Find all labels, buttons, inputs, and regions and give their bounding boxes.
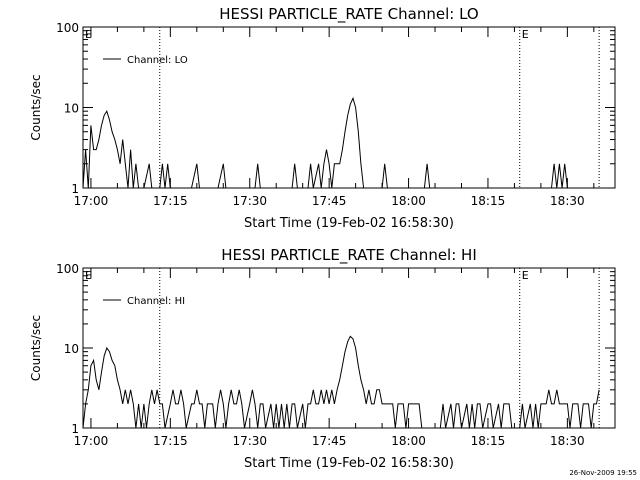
series-line-channel-hi: [82, 335, 600, 429]
x-axis-label: Start Time (19-Feb-02 16:58:30): [244, 456, 454, 471]
event-marker-label: E: [522, 269, 529, 282]
y-tick-label: 1: [71, 182, 79, 196]
y-tick-label: 1: [71, 422, 79, 436]
x-tick-label: 18:00: [391, 194, 426, 208]
start-marker-label: E: [85, 28, 92, 41]
y-tick-label: 100: [56, 262, 79, 276]
x-axis-label: Start Time (19-Feb-02 16:58:30): [244, 216, 454, 231]
x-tick-label: 17:45: [312, 194, 347, 208]
lo-channel-panel: HESSI PARTICLE_RATE Channel: LO Counts/se…: [29, 5, 616, 231]
x-tick-label: 17:30: [232, 194, 267, 208]
chart-title: HESSI PARTICLE_RATE Channel: LO: [219, 5, 478, 24]
y-axis-label: Counts/sec: [29, 315, 43, 381]
x-tick-label: 18:00: [391, 434, 426, 448]
chart-title: HESSI PARTICLE_RATE Channel: HI: [221, 246, 477, 265]
hi-channel-panel: HESSI PARTICLE_RATE Channel: HI Counts/se…: [29, 246, 616, 471]
x-tick-label: 17:30: [232, 434, 267, 448]
start-marker-label: E: [85, 269, 92, 282]
series-line-channel-lo: [82, 96, 568, 189]
footer-timestamp: 26-Nov-2009 19:55: [569, 469, 637, 477]
legend-entry: Channel: LO: [127, 55, 188, 66]
x-tick-label: 17:15: [153, 194, 188, 208]
y-tick-label: 10: [64, 102, 79, 116]
y-tick-label: 10: [64, 342, 79, 356]
x-tick-label: 18:15: [471, 434, 506, 448]
event-marker-label: E: [522, 28, 529, 41]
x-tick-label: 17:15: [153, 434, 188, 448]
y-tick-label: 100: [56, 21, 79, 35]
x-tick-label: 17:00: [74, 194, 109, 208]
y-axis-label: Counts/sec: [29, 74, 43, 140]
x-tick-label: 18:30: [550, 194, 585, 208]
x-tick-label: 18:30: [550, 434, 585, 448]
x-tick-label: 17:00: [74, 434, 109, 448]
x-tick-label: 18:15: [471, 194, 506, 208]
x-tick-label: 17:45: [312, 434, 347, 448]
legend-entry: Channel: HI: [127, 296, 185, 307]
